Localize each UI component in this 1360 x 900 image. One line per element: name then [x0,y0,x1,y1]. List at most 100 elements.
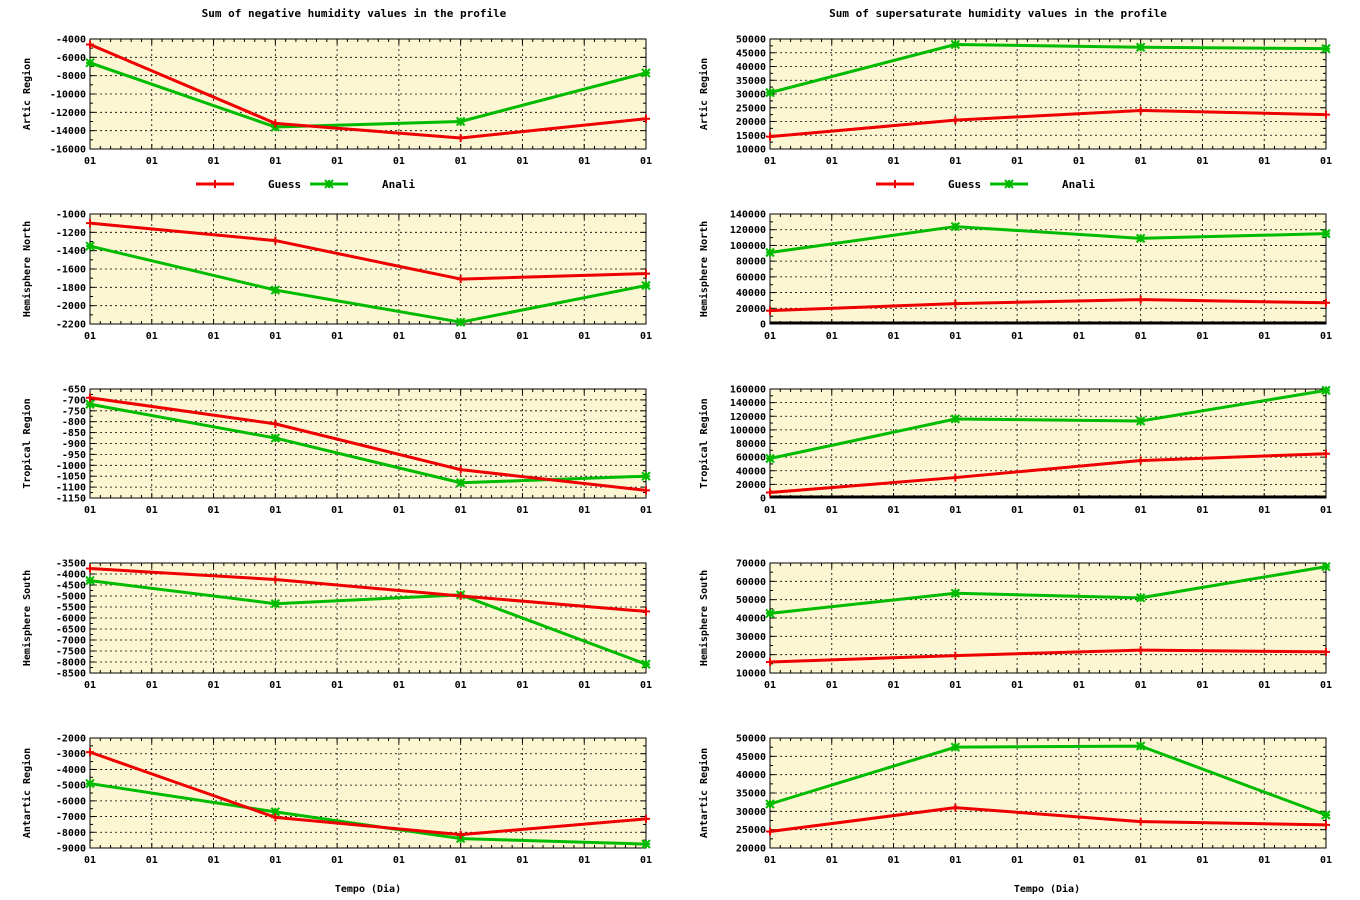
x-tick-label: 01 [393,505,405,516]
y-tick-label: -1800 [56,283,86,294]
series-guess-point [86,40,94,49]
y-tick-label: 40000 [736,62,766,73]
x-tick-label: 01 [1011,331,1023,342]
series-guess-point [86,219,94,228]
x-tick-label: 01 [1320,156,1332,167]
series-guess-point [271,119,280,128]
plot-frame [769,213,1327,325]
x-tick-label: 01 [1258,156,1270,167]
series-anali-point [1321,810,1331,820]
x-tick-label: 01 [1258,680,1270,691]
x-tick-label: 01 [1011,855,1023,866]
series-anali-point [765,453,775,464]
series-anali-point [85,241,95,251]
x-tick-label: 01 [1073,505,1085,516]
x-tick-label: 01 [455,331,467,342]
series-guess-point [1136,295,1145,304]
x-tick-label: 01 [826,505,838,516]
series-guess-point [951,803,960,812]
series-anali-point [765,247,775,258]
y-tick-label: 20000 [736,304,766,315]
x-tick-label: 01 [1135,331,1147,342]
y-tick-label: -6000 [56,614,86,625]
chart-neg-hs: -3500-4000-4500-5000-5500-6000-6500-7000… [21,559,652,692]
y-tick-label: 30000 [736,632,766,643]
legend-guess-label: Guess [268,178,301,191]
y-tick-label: 140000 [730,398,766,409]
chart-neg-trop: -650-700-750-800-850-900-950-1000-1050-1… [21,385,652,517]
plot-area [90,738,646,848]
right-column-title: Sum of supersaturate humidity values in … [829,7,1167,20]
x-tick-label: 01 [888,505,900,516]
x-tick-label: 01 [1073,680,1085,691]
x-tick-label: 01 [764,855,776,866]
y-tick-label: 10000 [736,145,766,156]
series-guess-line [769,452,1327,495]
series-anali-point [85,778,95,789]
series-guess-point [951,116,960,125]
plot-frame [89,737,647,849]
plot-frame [89,388,647,499]
x-tick-label: 01 [888,855,900,866]
series-anali-point [950,588,961,598]
y-tick-label: -8500 [56,669,86,680]
series-guess-point [951,473,960,482]
legend-anali-label: Anali [382,178,415,191]
y-tick-label: -8000 [56,828,86,839]
x-tick-label: 01 [1135,505,1147,516]
y-tick-label: 60000 [736,272,766,283]
x-tick-label: 01 [455,855,467,866]
y-tick-label: -7000 [56,812,86,823]
legend-anali-label: Anali [1062,178,1095,191]
series-guess-point [951,299,960,308]
x-tick-label: 01 [888,156,900,167]
y-tick-label: 20000 [736,117,766,128]
x-tick-label: 01 [826,680,838,691]
series-guess-line [769,648,1327,664]
x-tick-label: 01 [764,505,776,516]
series-anali-line [89,579,647,666]
legend-left: Guess Anali [196,178,415,191]
y-tick-label: 35000 [736,76,766,87]
y-tick-label: 0 [760,320,766,331]
series-anali-point [950,39,961,50]
y-axis-label: Tropical Region [698,398,710,488]
y-tick-label: -800 [62,417,86,428]
series-anali-point [641,280,651,291]
y-tick-label: 50000 [736,35,766,46]
x-tick-label: 01 [331,156,343,167]
y-tick-label: 100000 [730,241,766,252]
series-guess-point [271,236,280,245]
y-tick-label: -650 [62,385,86,396]
series-anali-point [1135,233,1146,244]
y-axis-label: Antartic Region [698,748,710,838]
series-anali-point [641,471,651,481]
series-guess-line [89,396,647,492]
y-tick-label: -7000 [56,636,86,647]
plot-frame [769,562,1327,674]
y-tick-label: 10000 [736,669,766,680]
series-guess-line [89,221,647,281]
series-anali-point [455,478,466,488]
x-tick-label: 01 [578,331,590,342]
x-tick-label: 01 [764,680,776,691]
series-anali-point [1321,43,1331,54]
x-tick-label: 01 [949,855,961,866]
x-tick-label: 01 [578,855,590,866]
x-tick-label: 01 [393,855,405,866]
x-tick-label: 01 [516,331,528,342]
y-tick-label: 20000 [736,650,766,661]
x-tick-label: 01 [1011,156,1023,167]
x-tick-label: 01 [949,156,961,167]
series-guess-point [766,132,774,141]
series-anali-line [769,744,1327,817]
series-anali-line [89,61,647,129]
x-tick-label: 01 [455,156,467,167]
x-tick-label: 01 [1196,855,1208,866]
x-tick-label: 01 [1073,331,1085,342]
series-anali-point [765,799,775,809]
y-tick-label: 20000 [736,480,766,491]
series-anali-point [270,285,281,295]
